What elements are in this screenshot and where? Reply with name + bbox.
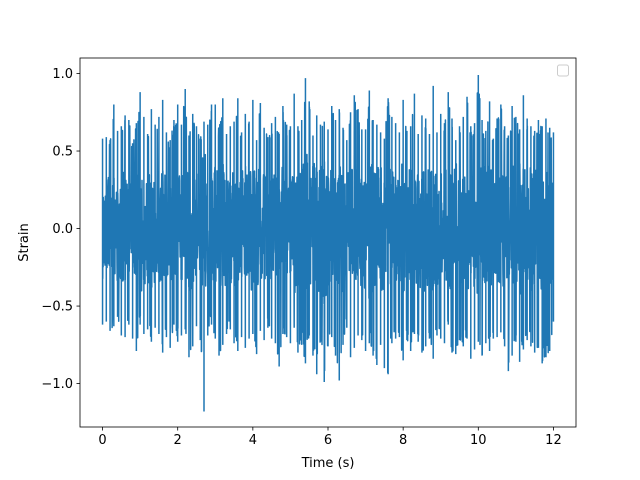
x-tick-label: 0: [98, 433, 106, 448]
x-axis-ticks: 0 2 4 6 8 10 12: [98, 427, 562, 448]
y-tick-label: 0.5: [52, 145, 73, 160]
x-axis-label: Time (s): [301, 456, 355, 471]
x-tick-label: 6: [324, 433, 332, 448]
y-axis-ticks: −1.0 −0.5 0.0 0.5 1.0: [41, 67, 80, 392]
x-tick-label: 10: [470, 433, 487, 448]
y-tick-label: −1.0: [41, 377, 73, 392]
x-tick-label: 4: [249, 433, 257, 448]
series-line: [101, 75, 555, 412]
y-tick-label: 1.0: [52, 67, 73, 82]
plot-area: [79, 57, 577, 428]
y-tick-label: −0.5: [41, 300, 73, 315]
x-tick-label: 12: [545, 433, 562, 448]
series-layer: [101, 75, 555, 412]
y-tick-label: 0.0: [52, 222, 73, 237]
y-axis-label: Strain: [17, 223, 32, 262]
x-tick-label: 2: [174, 433, 182, 448]
legend-box: [557, 64, 569, 77]
x-tick-label: 8: [399, 433, 407, 448]
